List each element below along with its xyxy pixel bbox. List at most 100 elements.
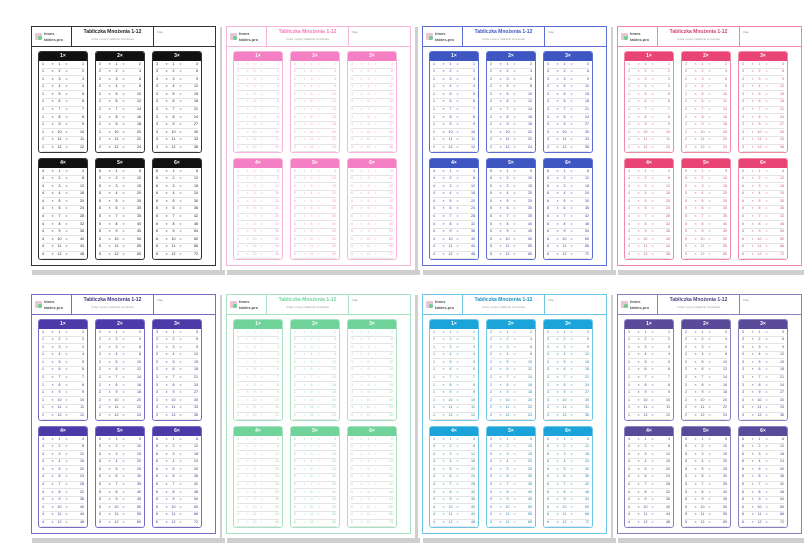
- times-sign: ×: [303, 482, 306, 487]
- factor-b: 3: [644, 451, 647, 456]
- name-field[interactable]: Imię: [352, 30, 358, 34]
- factor-b: 10: [171, 397, 176, 402]
- factor-a: 4: [433, 168, 435, 173]
- factor-b: 2: [449, 176, 452, 181]
- product: 24: [723, 145, 727, 150]
- product: 2: [473, 69, 475, 74]
- equals-sign: =: [65, 206, 68, 211]
- table-row: 4 × 2 = 8: [628, 444, 670, 452]
- factor-a: 4: [237, 244, 239, 249]
- times-sign: ×: [556, 466, 559, 471]
- product: 60: [194, 236, 198, 241]
- equals-sign: =: [260, 375, 263, 380]
- name-field[interactable]: Imię: [352, 298, 358, 302]
- table-row: 1 × 7 = 7: [237, 375, 279, 383]
- times-sign: ×: [637, 129, 640, 134]
- times-sign: ×: [694, 329, 697, 334]
- product: 55: [332, 244, 336, 249]
- table-row: 1 × 8 = 8: [42, 114, 84, 122]
- factor-a: 2: [294, 99, 296, 104]
- equals-sign: =: [651, 329, 654, 334]
- factor-a: 1: [628, 397, 630, 402]
- product: 12: [332, 367, 336, 372]
- factor-a: 1: [237, 405, 239, 410]
- worksheet-preview[interactable]: times tables.pro Tabliczka Mnożenia 1-12 Cz…: [27, 290, 220, 538]
- product: 48: [780, 489, 784, 494]
- factor-a: 5: [490, 466, 492, 471]
- table-row: 4 × 9 = 36: [628, 497, 670, 505]
- name-field[interactable]: Imię: [548, 30, 554, 34]
- times-sign: ×: [637, 436, 640, 441]
- times-sign: ×: [499, 482, 502, 487]
- times-sign: ×: [165, 69, 168, 74]
- name-field[interactable]: Imię: [157, 298, 163, 302]
- factor-a: 6: [742, 520, 744, 525]
- factor-a: 4: [433, 221, 435, 226]
- worksheet-preview[interactable]: times tables.pro Tabliczka Mnożenia 1-12 Cz…: [222, 22, 415, 270]
- factor-a: 3: [156, 69, 158, 74]
- worksheet-preview[interactable]: times tables.pro Tabliczka Mnożenia 1-12 Cz…: [613, 290, 804, 538]
- product: 45: [528, 497, 532, 502]
- table-row: 5 × 1 = 5: [99, 436, 141, 444]
- times-sign: ×: [165, 114, 168, 119]
- worksheet-preview[interactable]: times tables.pro Tabliczka Mnożenia 1-12 Cz…: [613, 22, 804, 270]
- factor-b: 1: [701, 436, 704, 441]
- equals-sign: =: [374, 236, 377, 241]
- worksheet-preview[interactable]: times tables.pro Tabliczka Mnożenia 1-12 Cz…: [27, 22, 220, 270]
- table-row: 6 × 1 = 6: [742, 436, 784, 444]
- factor-a: 5: [294, 459, 296, 464]
- factor-a: 2: [490, 129, 492, 134]
- factor-b: 9: [449, 390, 452, 395]
- name-field[interactable]: Imię: [743, 30, 749, 34]
- times-table-card: 3× 3 × 1 = 3 3 × 2 = 6 3 × 3 = 9 3 × 4 = 12 3 × 5 = 15 3 × 6 = 18 3 × 7 = 2…: [543, 51, 593, 154]
- table-header: 4×: [234, 427, 282, 436]
- times-sign: ×: [51, 236, 54, 241]
- factor-a: 6: [351, 168, 353, 173]
- times-sign: ×: [751, 129, 754, 134]
- factor-a: 5: [294, 474, 296, 479]
- factor-b: 12: [366, 413, 371, 418]
- factor-b: 11: [643, 512, 648, 517]
- product: 30: [723, 206, 727, 211]
- name-field[interactable]: Imię: [157, 30, 163, 34]
- times-sign: ×: [108, 367, 111, 372]
- times-sign: ×: [51, 375, 54, 380]
- table-row: 4 × 1 = 4: [237, 168, 279, 176]
- factor-b: 10: [562, 129, 567, 134]
- factor-a: 2: [685, 352, 687, 357]
- product: 8: [725, 84, 727, 89]
- worksheet-preview[interactable]: times tables.pro Tabliczka Mnożenia 1-12 Cz…: [418, 22, 611, 270]
- name-field[interactable]: Imię: [743, 298, 749, 302]
- table-row: 5 × 12 = 60: [685, 252, 727, 260]
- product: 20: [275, 466, 279, 471]
- factor-a: 6: [351, 444, 353, 449]
- table-row: 6 × 3 = 18: [156, 451, 198, 459]
- times-sign: ×: [556, 61, 559, 66]
- table-row: 6 × 9 = 54: [547, 497, 589, 505]
- factor-a: 1: [433, 91, 435, 96]
- factor-a: 5: [685, 512, 687, 517]
- table-row: 3 × 1 = 3: [156, 61, 198, 69]
- name-field[interactable]: Imię: [548, 298, 554, 302]
- times-sign: ×: [442, 405, 445, 410]
- table-header: 4×: [430, 159, 478, 168]
- logo-icon: [621, 33, 628, 40]
- factor-b: 11: [505, 405, 510, 410]
- product: 10: [80, 129, 84, 134]
- times-sign: ×: [556, 99, 559, 104]
- worksheet-preview[interactable]: times tables.pro Tabliczka Mnożenia 1-12 Cz…: [222, 290, 415, 538]
- factor-b: 12: [309, 520, 314, 525]
- times-sign: ×: [499, 436, 502, 441]
- worksheet-header: times tables.pro Tabliczka Mnożenia 1-12 Cz…: [423, 295, 606, 315]
- factor-a: 5: [294, 520, 296, 525]
- factor-b: 6: [172, 367, 175, 372]
- factor-b: 3: [758, 183, 761, 188]
- factor-b: 5: [449, 466, 452, 471]
- times-sign: ×: [442, 122, 445, 127]
- worksheet-preview[interactable]: times tables.pro Tabliczka Mnożenia 1-12 Cz…: [418, 290, 611, 538]
- factor-b: 8: [563, 221, 566, 226]
- times-sign: ×: [499, 191, 502, 196]
- table-row: 3 × 1 = 3: [351, 61, 393, 69]
- times-sign: ×: [303, 504, 306, 509]
- times-sign: ×: [751, 444, 754, 449]
